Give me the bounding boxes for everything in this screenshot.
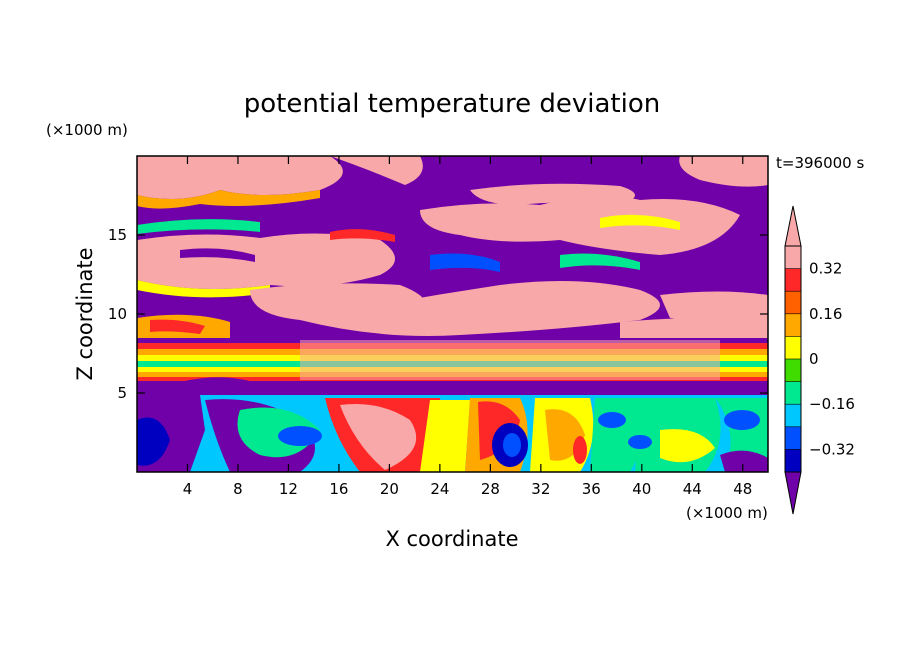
colorbar-segment [785,381,801,405]
x-axis-ticks: 4 8 12 16 20 24 28 32 36 40 44 48 [183,156,752,498]
colorbar-labels: 0.32 0.16 0 −0.16 −0.32 [809,260,855,459]
colorbar-segment [785,336,801,359]
x-axis-unit: (×1000 m) [686,504,768,522]
y-tick-label: 5 [117,384,127,402]
x-tick-label: 40 [632,480,651,498]
x-tick-label: 24 [430,480,449,498]
x-tick-label: 20 [380,480,399,498]
colorbar-segment [785,359,801,382]
colorbar-segment [785,291,801,314]
x-axis-label: X coordinate [385,527,518,551]
chart-title: potential temperature deviation [244,89,660,119]
x-tick-label: 8 [233,480,243,498]
colorbar-tick-label: −0.16 [809,395,855,413]
boundary-layer [137,395,768,472]
y-axis-unit: (×1000 m) [46,121,128,139]
x-tick-label: 4 [183,480,193,498]
colorbar-segment [785,449,801,472]
x-tick-label: 12 [279,480,298,498]
x-tick-label: 44 [683,480,702,498]
colorbar-tick-label: −0.32 [809,440,855,458]
colorbar-segment [785,313,801,337]
colorbar-segment [785,426,801,450]
upper-structures [137,156,768,338]
colorbar [784,205,802,515]
colorbar-under-triangle [784,471,802,515]
colorbar-tick-label: 0.16 [809,305,842,323]
y-axis-ticks: 5 10 15 [108,226,768,402]
y-tick-label: 10 [108,305,127,323]
y-axis-label: Z coordinate [73,247,97,380]
x-tick-label: 16 [329,480,348,498]
colorbar-tick-label: 0 [809,350,819,368]
y-tick-label: 15 [108,226,127,244]
colorbar-tick-label: 0.32 [809,260,842,278]
timestamp-label: t=396000 s [776,154,864,172]
contour-field [137,156,768,472]
colorbar-over-triangle [784,205,802,247]
stratified-layers [137,338,768,395]
colorbar-segment [785,404,801,427]
colorbar-segment [785,268,801,292]
x-tick-label: 48 [733,480,752,498]
x-tick-label: 28 [481,480,500,498]
x-tick-label: 32 [531,480,550,498]
x-tick-label: 36 [582,480,601,498]
colorbar-segment [785,246,801,269]
